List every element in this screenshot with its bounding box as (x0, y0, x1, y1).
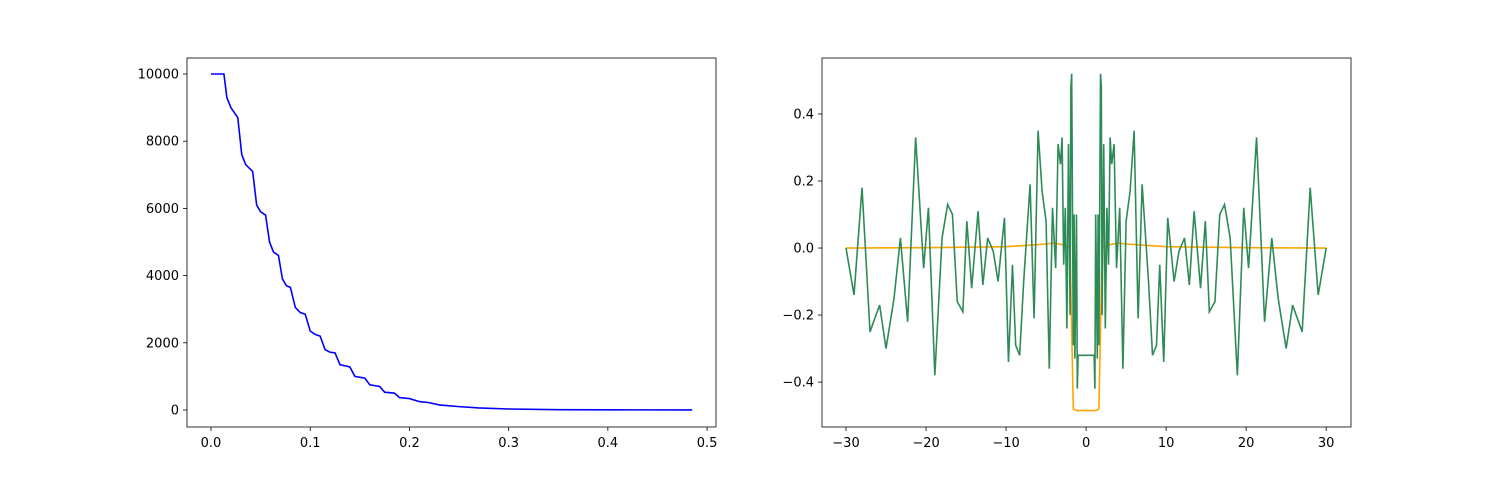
axes-frame (186, 57, 717, 428)
x-tick-label: 30 (1318, 436, 1335, 451)
y-tick-label: 6000 (146, 202, 179, 217)
axes-frame (821, 57, 1352, 428)
y-tick-label: 0.2 (793, 175, 814, 190)
x-tick-label: −10 (992, 436, 1019, 451)
data-line (845, 73, 1327, 389)
x-tick-label: −30 (832, 436, 859, 451)
y-tick-label: 2000 (146, 336, 179, 351)
y-tick-label: 0.0 (793, 242, 814, 257)
data-line (211, 73, 693, 411)
x-tick-label: 0.4 (598, 436, 619, 451)
y-tick-label: −0.2 (782, 309, 814, 324)
y-tick-label: 8000 (146, 135, 179, 150)
x-tick-label: 0.3 (498, 436, 519, 451)
y-tick-label: 4000 (146, 269, 179, 284)
x-tick-label: 20 (1238, 436, 1255, 451)
y-tick-label: 0.4 (793, 107, 814, 122)
x-tick-label: 0.2 (399, 436, 420, 451)
x-tick-label: 0.0 (201, 436, 222, 451)
y-tick-label: 10000 (138, 67, 179, 82)
x-tick-label: 0 (1082, 436, 1090, 451)
x-tick-label: 10 (1158, 436, 1175, 451)
x-tick-label: −20 (912, 436, 939, 451)
data-line (846, 242, 1327, 412)
y-tick-label: −0.4 (782, 376, 814, 391)
y-tick-label: 0 (171, 403, 179, 418)
x-tick-label: 0.1 (300, 436, 321, 451)
x-tick-label: 0.5 (697, 436, 718, 451)
